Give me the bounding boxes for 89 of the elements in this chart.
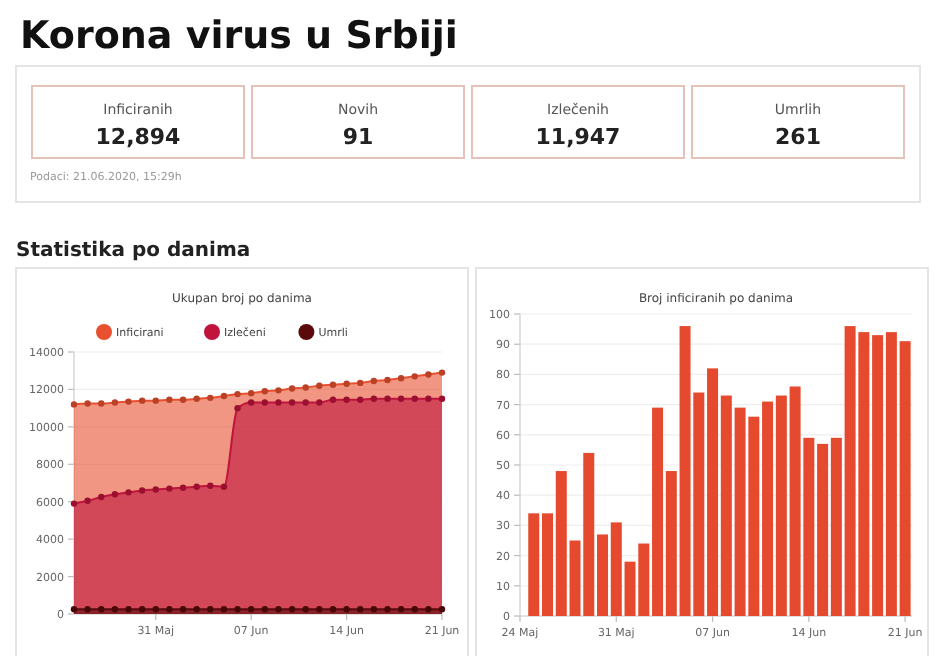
point (166, 606, 173, 613)
point (357, 606, 364, 613)
point (111, 491, 119, 498)
point (397, 375, 405, 382)
point (425, 371, 432, 378)
point (111, 399, 119, 406)
point (98, 493, 105, 501)
point (329, 606, 337, 613)
point (179, 606, 187, 613)
point (316, 606, 323, 613)
point (193, 606, 200, 613)
point (247, 399, 255, 406)
point (166, 485, 173, 492)
point (288, 606, 296, 613)
point (234, 606, 241, 613)
point (234, 404, 241, 412)
point (275, 399, 282, 406)
point (220, 606, 228, 613)
point (84, 400, 91, 407)
point (275, 387, 282, 394)
point (438, 369, 446, 376)
point (438, 395, 446, 402)
point (84, 497, 91, 504)
point (70, 606, 78, 613)
point (207, 482, 214, 490)
point (193, 395, 200, 402)
point (84, 606, 91, 613)
point (397, 606, 405, 613)
point (411, 373, 418, 380)
point (111, 606, 119, 613)
point (261, 606, 269, 613)
point (70, 401, 78, 408)
point (302, 384, 309, 391)
point (438, 606, 446, 613)
text: Korona virus u Srbiji (20, 14, 458, 58)
point (357, 379, 364, 387)
point (370, 606, 378, 613)
point (179, 396, 187, 403)
point (316, 382, 323, 389)
point (125, 398, 132, 405)
point (357, 396, 364, 403)
point (384, 606, 391, 613)
point (343, 606, 350, 613)
data-label: 91 (342, 124, 374, 150)
point (98, 606, 105, 613)
point (425, 606, 432, 613)
point (397, 395, 405, 402)
point (152, 486, 159, 493)
point (275, 606, 282, 613)
point (193, 483, 200, 490)
point (207, 606, 214, 613)
point (152, 606, 159, 613)
point (220, 392, 228, 400)
point (288, 399, 296, 406)
point (261, 388, 269, 395)
data-label: 11,947 (535, 124, 621, 150)
point (302, 399, 309, 406)
point (166, 396, 173, 403)
point (316, 399, 323, 406)
data-label: 12,894 (95, 124, 182, 150)
text: Statistika po danima (16, 240, 251, 262)
point (247, 606, 255, 613)
point (370, 377, 378, 385)
point (152, 397, 159, 404)
point (220, 483, 228, 490)
point (370, 395, 378, 402)
point (425, 395, 432, 402)
point (234, 390, 241, 398)
point (125, 606, 132, 613)
point (138, 397, 146, 404)
point (261, 399, 269, 406)
data-label: 261 (775, 124, 821, 150)
point (411, 395, 418, 402)
point (329, 381, 337, 388)
point (411, 606, 418, 613)
point (98, 400, 105, 407)
point (247, 389, 255, 397)
point (302, 606, 309, 613)
point (138, 487, 146, 494)
point (384, 376, 391, 384)
point (343, 380, 350, 388)
point (384, 395, 391, 402)
point (329, 396, 337, 403)
point (207, 394, 214, 402)
point (125, 489, 132, 496)
point (179, 484, 187, 491)
point (343, 396, 350, 403)
point (138, 606, 146, 613)
point (288, 385, 296, 392)
